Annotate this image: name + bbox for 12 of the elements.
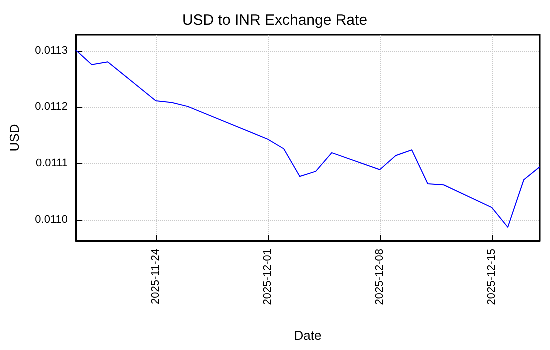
y-tick-label: 0.0110 (35, 214, 68, 226)
x-axis-title: Date (294, 328, 322, 343)
x-tick-label: 2025-12-15 (486, 249, 498, 306)
y-axis-title: USD (7, 124, 22, 152)
chart-title: USD to INR Exchange Rate (182, 12, 368, 29)
x-tick-label: 2025-11-24 (150, 249, 162, 304)
y-tick-label: 0.0113 (35, 44, 68, 57)
y-tick-label: 0.0111 (36, 158, 68, 170)
x-tick-label: 2025-12-01 (262, 249, 274, 306)
line-series (76, 50, 540, 228)
x-tick-label: 2025-12-08 (374, 249, 386, 306)
y-tick-label: 0.0112 (35, 101, 68, 114)
